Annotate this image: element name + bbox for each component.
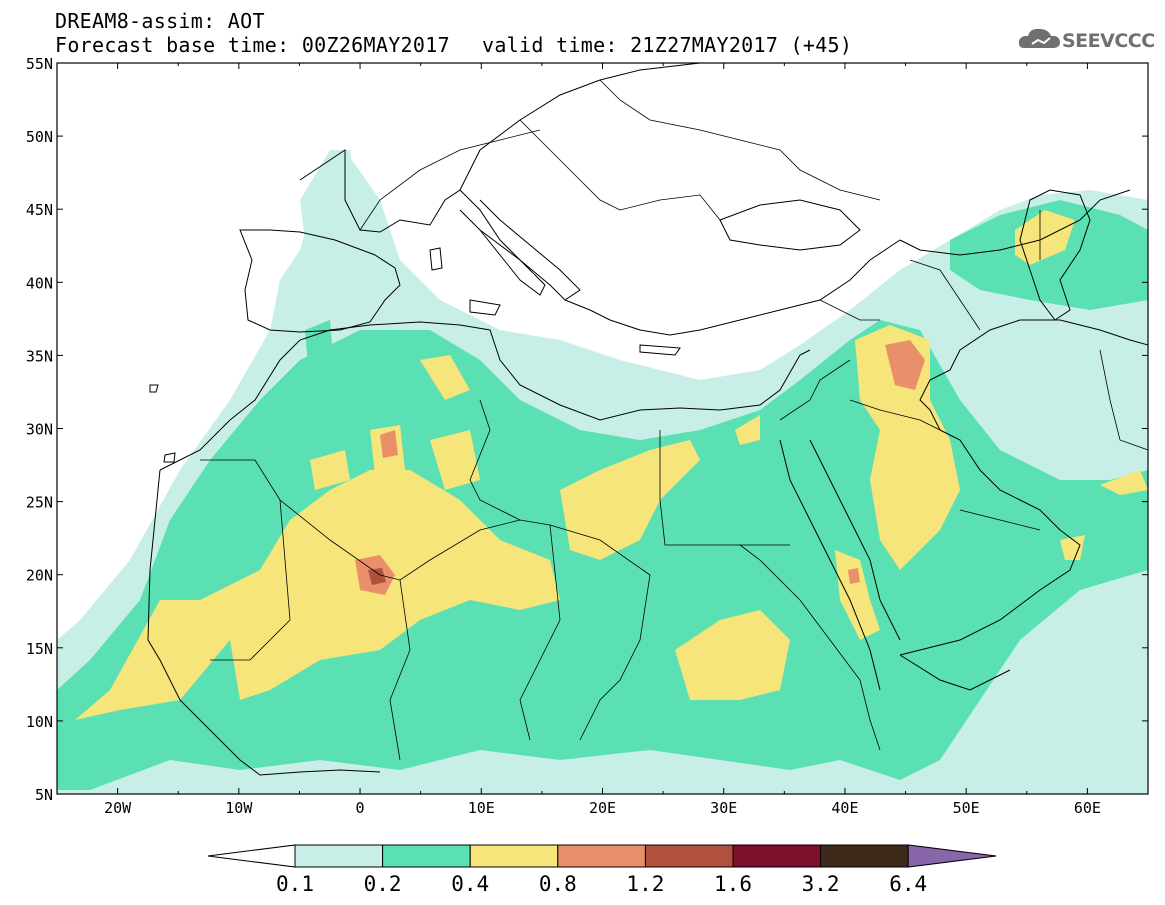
lon-label: 20W xyxy=(104,799,132,817)
colorbar-label: 1.6 xyxy=(714,872,752,896)
lat-label: 25N xyxy=(26,494,53,512)
lon-label: 30E xyxy=(710,799,737,817)
lat-label: 10N xyxy=(26,713,53,731)
lat-label: 30N xyxy=(26,421,53,439)
valid-time: valid time: 21Z27MAY2017 (+45) xyxy=(482,33,853,57)
colorbar xyxy=(207,844,997,868)
title-line2: Forecast base time: 00Z26MAY2017 xyxy=(55,33,450,57)
colorbar-labels: 0.1 0.2 0.4 0.8 1.2 1.6 3.2 6.4 xyxy=(276,872,927,896)
colorbar-over-triangle xyxy=(907,844,997,868)
coastlines xyxy=(147,63,1148,776)
cloud-logo-icon xyxy=(1018,28,1060,48)
lon-label: 10E xyxy=(468,799,495,817)
axis-ticks xyxy=(56,62,1149,795)
lon-label: 50E xyxy=(953,799,980,817)
colorbar-segment xyxy=(469,844,559,868)
lat-label: 35N xyxy=(26,347,53,365)
lon-label: 20E xyxy=(589,799,616,817)
lat-label: 20N xyxy=(26,567,53,585)
aot-field xyxy=(57,63,1148,794)
colorbar-label: 0.2 xyxy=(364,872,402,896)
colorbar-segment xyxy=(820,844,909,868)
colorbar-segment xyxy=(557,844,646,868)
lat-label: 55N xyxy=(26,55,53,73)
title-line1: DREAM8-assim: AOT xyxy=(55,9,265,33)
logo-text: SEEVCCC xyxy=(1062,30,1155,52)
colorbar-segment xyxy=(294,844,384,868)
colorbar-segment xyxy=(382,844,471,868)
lat-label: 50N xyxy=(26,128,53,146)
colorbar-segment xyxy=(644,844,734,868)
lon-label: 40E xyxy=(831,799,858,817)
colorbar-label: 0.4 xyxy=(451,872,489,896)
colorbar-label: 0.8 xyxy=(539,872,577,896)
lat-label: 15N xyxy=(26,640,53,658)
lon-label: 60E xyxy=(1074,799,1101,817)
colorbar-segment xyxy=(732,844,822,868)
longitude-labels: 20W 10W 0 10E 20E 30E 40E 50E 60E xyxy=(104,799,1101,817)
country-borders xyxy=(200,79,1148,761)
lat-label: 5N xyxy=(35,786,53,804)
lon-label: 0 xyxy=(356,799,365,817)
colorbar-under-triangle xyxy=(207,844,296,868)
colorbar-label: 1.2 xyxy=(626,872,664,896)
colorbar-label: 6.4 xyxy=(889,872,927,896)
lat-label: 40N xyxy=(26,274,53,292)
lat-label: 45N xyxy=(26,201,53,219)
aot-level-0.4 xyxy=(75,210,1148,720)
latitude-labels: 55N 50N 45N 40N 35N 30N 25N 20N 15N 10N 5N xyxy=(26,55,53,804)
colorbar-label: 0.1 xyxy=(276,872,314,896)
colorbar-label: 3.2 xyxy=(802,872,840,896)
lon-label: 10W xyxy=(225,799,253,817)
aot-level-1.2 xyxy=(368,568,386,585)
